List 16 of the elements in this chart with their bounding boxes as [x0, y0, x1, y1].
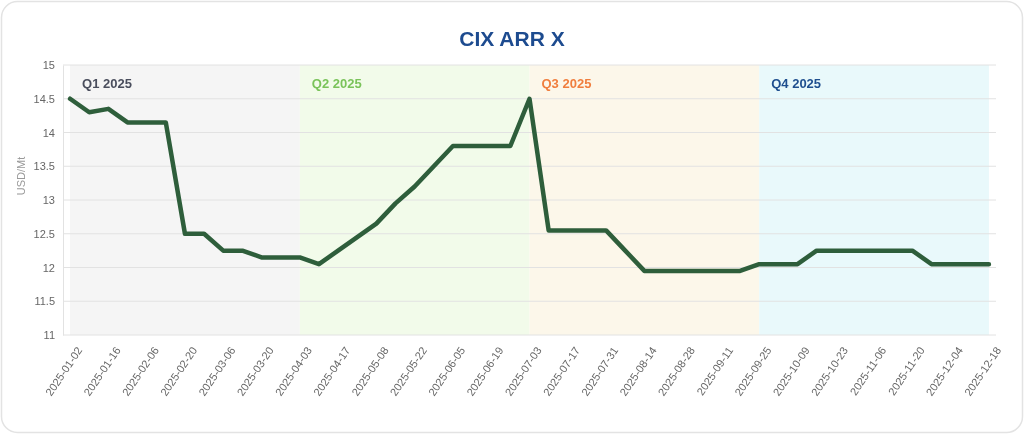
y-tick-label: 14.5 — [33, 92, 55, 105]
y-tick-label: 11.5 — [34, 295, 55, 308]
band-label: Q4 2025 — [771, 76, 822, 91]
y-tick-label: 15 — [42, 59, 55, 72]
line-series — [67, 96, 992, 274]
y-tick-label: 11 — [43, 329, 55, 342]
y-tick-label: 13 — [42, 194, 55, 207]
band-label: Q1 2025 — [82, 76, 132, 91]
y-tick-label: 13.5 — [33, 160, 55, 173]
band-label: Q3 2025 — [541, 76, 592, 91]
y-axis-title: USD/Mt — [15, 156, 27, 196]
chart-title: CIX ARR X — [459, 27, 565, 50]
y-tick-label: 14 — [42, 126, 55, 139]
y-tick-label: 12 — [42, 261, 55, 274]
y-tick-label: 12.5 — [33, 227, 55, 240]
band-label: Q2 2025 — [311, 76, 362, 91]
